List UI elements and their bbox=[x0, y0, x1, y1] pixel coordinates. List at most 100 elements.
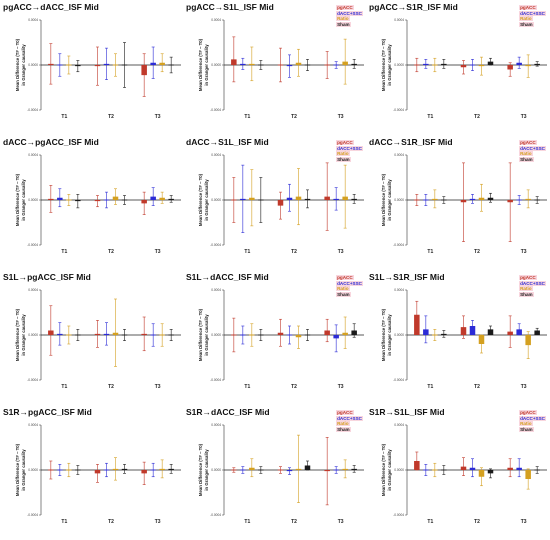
bar bbox=[469, 198, 476, 200]
bar bbox=[286, 65, 293, 67]
y-tick-label: 0.0004 bbox=[394, 288, 404, 292]
bar bbox=[342, 332, 348, 335]
x-tick-label: T3 bbox=[338, 114, 344, 120]
x-tick-label: T2 bbox=[474, 519, 480, 525]
x-tick-label: T3 bbox=[338, 384, 344, 390]
legend-entry: pgACC bbox=[519, 275, 546, 281]
bar bbox=[249, 63, 255, 65]
y-axis-label-2: in Granger causality bbox=[21, 314, 26, 356]
legend-label: Sham bbox=[519, 291, 534, 297]
legend-label: pgACC bbox=[519, 410, 537, 415]
legend-entry: Ratio bbox=[519, 16, 546, 22]
bar bbox=[487, 197, 494, 200]
bar bbox=[324, 64, 330, 66]
legend: pgACC dACC+SSC Ratio Sham bbox=[336, 5, 363, 27]
bar bbox=[525, 470, 531, 479]
legend-entry: pgACC bbox=[519, 140, 546, 146]
bar bbox=[333, 335, 339, 339]
chart-title: S1R→dACC_ISF Mid bbox=[186, 407, 270, 417]
legend-entry: pgACC bbox=[336, 5, 363, 11]
bar bbox=[295, 335, 302, 338]
legend-label: Sham bbox=[336, 426, 351, 432]
y-tick-label: 0.0004 bbox=[28, 423, 38, 427]
legend-label: Sham bbox=[519, 426, 534, 432]
bar bbox=[441, 333, 447, 335]
legend-label: pgACC bbox=[336, 5, 354, 10]
legend-label: pgACC bbox=[336, 140, 354, 145]
y-tick-label: 0.0004 bbox=[28, 153, 38, 157]
y-axis-label: Mean Difference (T# − T0) bbox=[198, 173, 203, 226]
x-tick-label: T1 bbox=[244, 384, 250, 390]
bar bbox=[441, 63, 447, 65]
x-tick-label: T2 bbox=[474, 249, 480, 255]
x-tick-label: T3 bbox=[155, 114, 161, 120]
legend-label: Sham bbox=[336, 291, 351, 297]
y-axis-label: Mean Difference (T# − T0) bbox=[198, 443, 203, 496]
bar bbox=[432, 64, 438, 66]
legend-label: Ratio bbox=[519, 421, 533, 427]
legend-entry: Sham bbox=[519, 291, 546, 298]
bar bbox=[295, 196, 302, 200]
y-tick-label: 0.0000 bbox=[28, 333, 38, 337]
bar bbox=[240, 469, 246, 471]
legend-label: pgACC bbox=[519, 140, 537, 145]
legend-label: Ratio bbox=[336, 16, 350, 22]
bar bbox=[286, 334, 293, 336]
y-tick-label: 0.0000 bbox=[394, 333, 404, 337]
x-tick-label: T1 bbox=[244, 249, 250, 255]
x-tick-label: T2 bbox=[291, 384, 297, 390]
x-tick-label: T3 bbox=[521, 519, 527, 525]
y-axis-label-2: in Granger causality bbox=[21, 44, 26, 86]
chart-title: pgACC→S1R_ISF Mid bbox=[369, 2, 458, 12]
bar bbox=[441, 469, 447, 471]
bar bbox=[487, 61, 494, 65]
bar bbox=[423, 199, 429, 201]
legend-entry: Sham bbox=[519, 426, 546, 433]
bar bbox=[94, 470, 101, 474]
bar bbox=[324, 470, 330, 472]
chart-title: S1L→dACC_ISF Mid bbox=[186, 272, 269, 282]
bar bbox=[351, 330, 357, 335]
bar bbox=[432, 469, 438, 471]
chart-svg: Mean Difference (T# − T0) in Granger caus… bbox=[198, 288, 364, 390]
bar bbox=[168, 64, 174, 66]
y-axis-label-2: in Granger causality bbox=[21, 179, 26, 221]
bar bbox=[231, 199, 237, 201]
y-axis-label: Mean Difference (T# − T0) bbox=[381, 308, 386, 361]
bar bbox=[333, 198, 339, 200]
bar bbox=[150, 334, 156, 336]
bar bbox=[534, 469, 540, 471]
y-tick-label: -0.0004 bbox=[210, 513, 221, 517]
x-tick-label: T3 bbox=[155, 519, 161, 525]
y-tick-label: 0.0000 bbox=[394, 198, 404, 202]
x-tick-label: T3 bbox=[521, 114, 527, 120]
chart-title: S1L→S1R_ISF Mid bbox=[369, 272, 445, 282]
y-tick-label: 0.0000 bbox=[211, 333, 221, 337]
y-axis-label-2: in Granger causality bbox=[204, 44, 209, 86]
x-tick-label: T1 bbox=[61, 384, 67, 390]
bar bbox=[75, 469, 81, 471]
legend-label: pgACC bbox=[519, 275, 537, 280]
legend-entry: pgACC bbox=[519, 410, 546, 416]
bar bbox=[231, 59, 237, 65]
y-axis-label-2: in Granger causality bbox=[204, 179, 209, 221]
x-tick-label: T3 bbox=[338, 519, 344, 525]
x-tick-label: T1 bbox=[61, 249, 67, 255]
bar bbox=[94, 65, 101, 67]
legend-entry: dACC+SSC bbox=[336, 415, 363, 422]
legend: pgACC dACC+SSC Ratio Sham bbox=[336, 275, 363, 297]
legend-entry: Ratio bbox=[336, 151, 363, 157]
legend-entry: dACC+SSC bbox=[519, 415, 546, 422]
bar bbox=[159, 197, 165, 200]
legend-label: dACC+SSC bbox=[519, 415, 546, 421]
bar bbox=[159, 62, 165, 65]
y-tick-label: -0.0004 bbox=[27, 513, 38, 517]
y-axis-label-2: in Granger causality bbox=[387, 449, 392, 491]
bar bbox=[48, 63, 54, 65]
bar bbox=[342, 468, 348, 470]
bar bbox=[258, 64, 264, 66]
chart-panel: Mean Difference (T# − T0) in Granger caus… bbox=[367, 135, 550, 270]
chart-title: S1R→S1L_ISF Mid bbox=[369, 407, 445, 417]
bar bbox=[525, 335, 531, 346]
legend-label: Sham bbox=[336, 21, 351, 27]
